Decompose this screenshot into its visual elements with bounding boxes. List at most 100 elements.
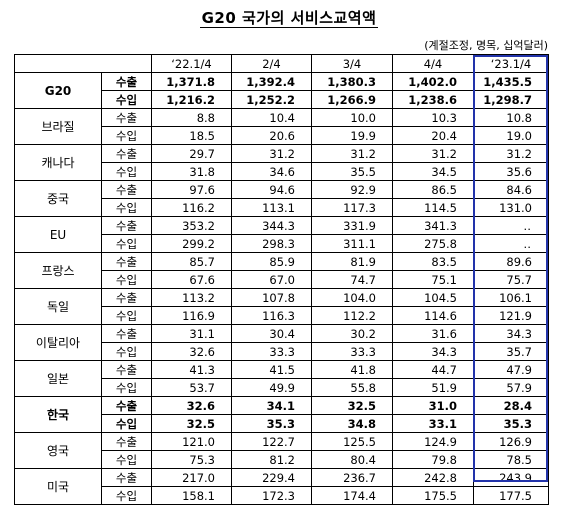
import-label-cell: 수입 bbox=[101, 126, 152, 145]
value-cell: 10.0 bbox=[311, 108, 393, 127]
value-cell: 81.2 bbox=[231, 450, 312, 469]
value-cell: 172.3 bbox=[231, 486, 312, 505]
header-quarter: 2/4 bbox=[231, 54, 312, 73]
value-cell: 41.3 bbox=[151, 360, 232, 379]
header-row: ‘22.1/4 2/4 3/4 4/4 ‘23.1/4 bbox=[14, 54, 549, 73]
value-cell: 35.3 bbox=[473, 414, 549, 433]
table-row: 미국 수출 217.0 229.4 236.7 242.8 243.9 bbox=[14, 468, 549, 505]
table-row: 브라질 수출 8.8 10.4 10.0 10.3 10.8 bbox=[14, 108, 549, 145]
table-body: G20 수출 1,371.8 1,392.4 1,380.3 1,402.0 1,435.5… bbox=[14, 72, 549, 505]
table-row: 수입 75.3 81.2 80.4 79.8 78.5 bbox=[15, 450, 549, 469]
value-cell: 31.0 bbox=[392, 396, 474, 415]
import-label-cell: 수입 bbox=[101, 450, 152, 469]
title-text: G20 국가의 서비스교역액 bbox=[199, 9, 379, 28]
value-cell: 35.3 bbox=[231, 414, 312, 433]
table-row: 이탈리아 수출 31.1 30.4 30.2 31.6 34.3 bbox=[14, 324, 549, 361]
country-cell: 캐나다 bbox=[14, 144, 102, 181]
table-row: 수입 116.9 116.3 112.2 114.6 121.9 bbox=[15, 306, 549, 325]
value-cell: 1,252.2 bbox=[231, 90, 312, 109]
import-label-cell: 수입 bbox=[101, 414, 152, 433]
table-row: 일본 수출 41.3 41.5 41.8 44.7 47.9 bbox=[14, 360, 549, 397]
value-cell: 67.0 bbox=[231, 270, 312, 289]
value-cell: 29.7 bbox=[151, 144, 232, 163]
table-wrapper: ‘22.1/4 2/4 3/4 4/4 ‘23.1/4 G20 수출 1,371.8… bbox=[14, 54, 549, 505]
country-cell: 이탈리아 bbox=[14, 324, 102, 361]
value-cell: 175.5 bbox=[392, 486, 474, 505]
value-cell: 31.2 bbox=[311, 144, 393, 163]
value-cell: 243.9 bbox=[473, 468, 549, 487]
header-quarter: 4/4 bbox=[392, 54, 474, 73]
value-cell: 94.6 bbox=[231, 180, 312, 199]
export-label-cell: 수출 bbox=[101, 72, 152, 91]
value-cell: 116.3 bbox=[231, 306, 312, 325]
value-cell: 1,298.7 bbox=[473, 90, 549, 109]
header-blank bbox=[14, 54, 152, 73]
value-cell: 41.8 bbox=[311, 360, 393, 379]
value-cell: 34.1 bbox=[231, 396, 312, 415]
value-cell: 298.3 bbox=[231, 234, 312, 253]
value-cell: 31.6 bbox=[392, 324, 474, 343]
value-cell: 106.1 bbox=[473, 288, 549, 307]
value-cell: 35.6 bbox=[473, 162, 549, 181]
value-cell: 30.2 bbox=[311, 324, 393, 343]
value-cell: 177.5 bbox=[473, 486, 549, 505]
value-cell: 121.0 bbox=[151, 432, 232, 451]
export-label-cell: 수출 bbox=[101, 252, 152, 271]
export-label-cell: 수출 bbox=[101, 396, 152, 415]
value-cell: 1,266.9 bbox=[311, 90, 393, 109]
value-cell: 331.9 bbox=[311, 216, 393, 235]
country-cell: 영국 bbox=[14, 432, 102, 469]
import-label-cell: 수입 bbox=[101, 234, 152, 253]
export-label-cell: 수출 bbox=[101, 216, 152, 235]
country-cell: 브라질 bbox=[14, 108, 102, 145]
value-cell: 113.2 bbox=[151, 288, 232, 307]
value-cell: 83.5 bbox=[392, 252, 474, 271]
value-cell: 19.9 bbox=[311, 126, 393, 145]
value-cell: 57.9 bbox=[473, 378, 549, 397]
export-label-cell: 수출 bbox=[101, 468, 152, 487]
value-cell: 74.7 bbox=[311, 270, 393, 289]
value-cell: 28.4 bbox=[473, 396, 549, 415]
table-row: 캐나다 수출 29.7 31.2 31.2 31.2 31.2 bbox=[14, 144, 549, 181]
value-cell: 1,435.5 bbox=[473, 72, 549, 91]
value-cell: 126.9 bbox=[473, 432, 549, 451]
header-quarter: ‘23.1/4 bbox=[473, 54, 549, 73]
table-row: 중국 수출 97.6 94.6 92.9 86.5 84.6 bbox=[14, 180, 549, 217]
value-cell: 75.3 bbox=[151, 450, 232, 469]
table-row: 프랑스 수출 85.7 85.9 81.9 83.5 89.6 bbox=[14, 252, 549, 289]
import-label-cell: 수입 bbox=[101, 486, 152, 505]
value-cell: 124.9 bbox=[392, 432, 474, 451]
value-cell: 311.1 bbox=[311, 234, 393, 253]
value-cell: 85.9 bbox=[231, 252, 312, 271]
export-label-cell: 수출 bbox=[101, 432, 152, 451]
value-cell: 19.0 bbox=[473, 126, 549, 145]
country-cell: 한국 bbox=[14, 396, 102, 433]
value-cell: 242.8 bbox=[392, 468, 474, 487]
import-label-cell: 수입 bbox=[101, 342, 152, 361]
export-label-cell: 수출 bbox=[101, 288, 152, 307]
value-cell: 217.0 bbox=[151, 468, 232, 487]
import-label-cell: 수입 bbox=[101, 306, 152, 325]
value-cell: 116.2 bbox=[151, 198, 232, 217]
value-cell: 32.6 bbox=[151, 396, 232, 415]
header-quarter: ‘22.1/4 bbox=[151, 54, 232, 73]
value-cell: 1,392.4 bbox=[231, 72, 312, 91]
value-cell: 31.2 bbox=[231, 144, 312, 163]
value-cell: 33.1 bbox=[392, 414, 474, 433]
value-cell: 31.1 bbox=[151, 324, 232, 343]
unit-note: (계절조정, 명목, 십억달러) bbox=[424, 39, 548, 52]
value-cell: 1,402.0 bbox=[392, 72, 474, 91]
value-cell: 1,371.8 bbox=[151, 72, 232, 91]
value-cell: 299.2 bbox=[151, 234, 232, 253]
value-cell: 8.8 bbox=[151, 108, 232, 127]
trade-table: ‘22.1/4 2/4 3/4 4/4 ‘23.1/4 G20 수출 1,371.8… bbox=[14, 54, 549, 505]
value-cell: 78.5 bbox=[473, 450, 549, 469]
value-cell: 97.6 bbox=[151, 180, 232, 199]
import-label-cell: 수입 bbox=[101, 90, 152, 109]
country-cell: G20 bbox=[14, 72, 102, 109]
value-cell: 53.7 bbox=[151, 378, 232, 397]
table-row: 한국 수출 32.6 34.1 32.5 31.0 28.4 bbox=[14, 396, 549, 433]
country-cell: EU bbox=[14, 216, 102, 253]
value-cell: 31.8 bbox=[151, 162, 232, 181]
value-cell: 114.6 bbox=[392, 306, 474, 325]
